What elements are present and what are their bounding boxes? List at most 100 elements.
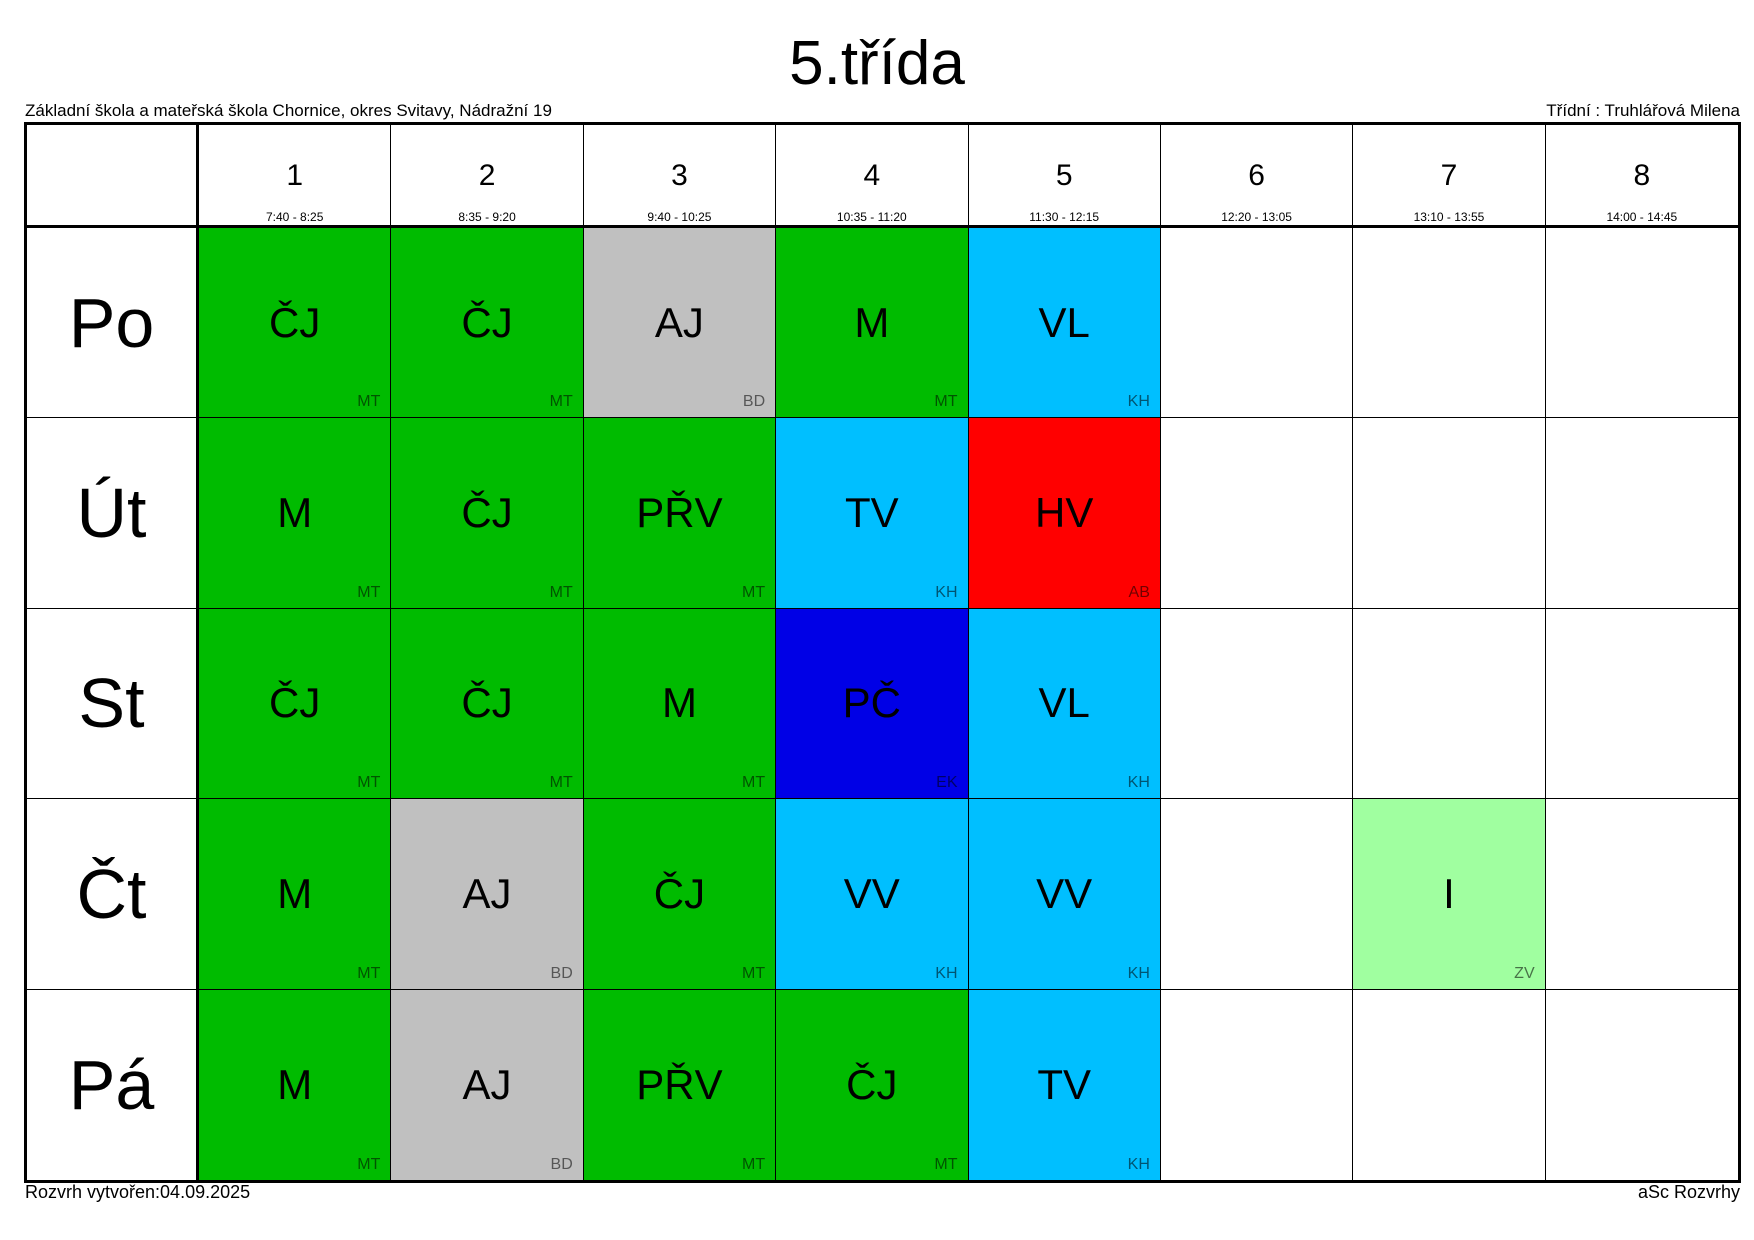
- corner-cell: [27, 125, 199, 228]
- day-header: St: [27, 608, 199, 800]
- lesson-teacher: MT: [742, 774, 766, 792]
- lesson-cell[interactable]: AJ BD: [391, 989, 584, 1180]
- lesson-subject: VL: [1038, 298, 1090, 346]
- lesson-subject: ČJ: [269, 298, 321, 346]
- lesson-cell[interactable]: ČJ MT: [391, 228, 584, 419]
- lesson-cell[interactable]: ČJ MT: [776, 989, 969, 1180]
- lesson-cell[interactable]: M MT: [199, 799, 392, 990]
- period-header: 5 11:30 - 12:15: [968, 125, 1161, 228]
- period-time: 10:35 - 11:20: [836, 210, 907, 224]
- lesson-teacher: MT: [357, 393, 381, 411]
- lesson-cell[interactable]: AJ BD: [391, 799, 584, 990]
- lesson-subject: M: [277, 869, 313, 917]
- lesson-teacher: BD: [550, 1155, 573, 1173]
- lesson-teacher: AB: [1128, 583, 1150, 601]
- period-number: 2: [478, 159, 496, 192]
- lesson-subject: ČJ: [461, 298, 513, 346]
- lesson-teacher: BD: [550, 964, 573, 982]
- lesson-subject: ČJ: [653, 869, 706, 917]
- lesson-cell[interactable]: M MT: [583, 608, 777, 800]
- period-number: 6: [1248, 159, 1265, 192]
- lesson-subject: M: [277, 489, 313, 537]
- created-date: Rozvrh vytvořen:04.09.2025: [25, 1182, 251, 1202]
- lesson-cell[interactable]: PŘV MT: [583, 989, 777, 1180]
- lesson-cell[interactable]: TV KH: [968, 989, 1161, 1180]
- empty-cell: [1160, 799, 1354, 990]
- lesson-cell[interactable]: TV KH: [776, 418, 969, 609]
- lesson-cell[interactable]: HV AB: [968, 418, 1161, 609]
- lesson-cell[interactable]: VV KH: [968, 799, 1161, 990]
- lesson-teacher: MT: [357, 774, 381, 792]
- lesson-cell[interactable]: M MT: [199, 418, 392, 609]
- lesson-teacher: MT: [742, 1155, 766, 1173]
- lesson-teacher: MT: [549, 393, 573, 411]
- lesson-subject: PČ: [842, 679, 901, 727]
- lesson-subject: PŘV: [636, 1060, 723, 1108]
- lesson-subject: AJ: [462, 869, 512, 917]
- lesson-cell[interactable]: ČJ MT: [391, 608, 584, 800]
- period-number: 4: [863, 159, 881, 192]
- lesson-subject: ČJ: [269, 679, 321, 727]
- lesson-cell[interactable]: VL KH: [968, 608, 1161, 800]
- lesson-subject: TV: [1037, 1060, 1092, 1108]
- period-time: 9:40 - 10:25: [647, 210, 712, 224]
- empty-cell: [1545, 228, 1738, 419]
- lesson-teacher: ZV: [1514, 964, 1535, 982]
- empty-cell: [1353, 418, 1546, 609]
- empty-cell: [1545, 418, 1738, 609]
- lesson-subject: ČJ: [461, 679, 513, 727]
- class-teacher: Třídní : Truhlářová Milena: [1546, 101, 1740, 120]
- empty-cell: [1545, 799, 1738, 990]
- day-label: Čt: [76, 854, 147, 933]
- lesson-teacher: MT: [549, 583, 573, 601]
- empty-cell: [1160, 228, 1354, 419]
- lesson-cell[interactable]: AJ BD: [583, 228, 777, 419]
- page-title: 5.třída: [789, 29, 965, 98]
- lesson-teacher: KH: [935, 583, 958, 601]
- lesson-subject: ČJ: [846, 1060, 898, 1108]
- lesson-subject: TV: [844, 489, 899, 537]
- app-name: aSc Rozvrhy: [1637, 1182, 1740, 1202]
- lesson-cell[interactable]: VV KH: [776, 799, 969, 990]
- period-header: 1 7:40 - 8:25: [199, 125, 392, 228]
- lesson-subject: PŘV: [636, 489, 723, 537]
- lesson-teacher: MT: [549, 774, 573, 792]
- lesson-cell[interactable]: ČJ MT: [199, 608, 392, 800]
- lesson-cell[interactable]: I ZV: [1353, 799, 1546, 990]
- lesson-teacher: KH: [1127, 1155, 1150, 1173]
- period-number: 3: [671, 159, 688, 192]
- period-number: 5: [1055, 159, 1073, 192]
- day-header: Út: [27, 418, 199, 609]
- lesson-cell[interactable]: ČJ MT: [199, 228, 392, 419]
- lesson-cell[interactable]: M MT: [776, 228, 969, 419]
- empty-cell: [1353, 608, 1546, 800]
- lesson-cell[interactable]: PČ EK: [776, 608, 969, 800]
- lesson-teacher: KH: [935, 964, 958, 982]
- lesson-cell[interactable]: VL KH: [968, 228, 1161, 419]
- lesson-teacher: MT: [357, 1155, 381, 1173]
- empty-cell: [1545, 609, 1738, 800]
- empty-cell: [1161, 989, 1354, 1180]
- day-label: St: [78, 664, 145, 743]
- period-header: 4 10:35 - 11:20: [776, 125, 969, 228]
- period-time: 8:35 - 9:20: [458, 210, 516, 224]
- day-header: Pá: [27, 989, 199, 1180]
- day-header: Čt: [27, 799, 199, 990]
- lesson-cell[interactable]: M MT: [199, 989, 392, 1180]
- lesson-subject: AJ: [654, 298, 704, 346]
- period-time: 11:30 - 12:15: [1029, 210, 1100, 224]
- period-number: 7: [1440, 159, 1458, 192]
- lesson-subject: AJ: [462, 1060, 512, 1108]
- lesson-cell[interactable]: ČJ MT: [391, 418, 584, 609]
- period-number: 1: [286, 159, 304, 192]
- lesson-cell[interactable]: PŘV MT: [583, 418, 777, 609]
- lesson-subject: M: [277, 1060, 313, 1108]
- lesson-cell[interactable]: ČJ MT: [583, 799, 777, 990]
- lesson-teacher: MT: [934, 1155, 958, 1173]
- day-label: Pá: [68, 1045, 155, 1124]
- lesson-teacher: BD: [742, 393, 766, 411]
- period-header: 8 14:00 - 14:45: [1545, 125, 1738, 228]
- day-label: Út: [76, 474, 147, 553]
- lesson-subject: HV: [1035, 489, 1094, 537]
- lesson-subject: I: [1443, 869, 1455, 917]
